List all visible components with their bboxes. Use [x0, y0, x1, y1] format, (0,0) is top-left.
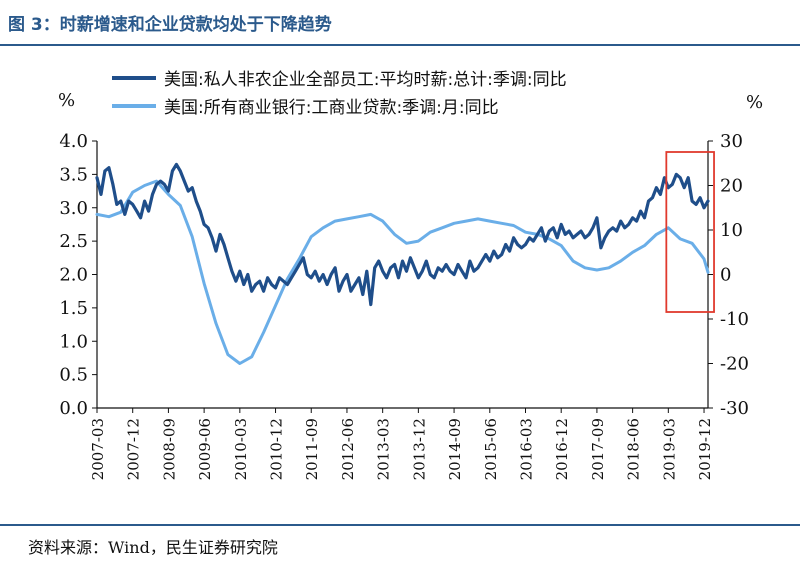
- x-tick-label: 2010-03: [232, 418, 250, 480]
- left-tick-label: 3.0: [59, 198, 88, 219]
- left-tick-label: 0.0: [59, 398, 88, 419]
- left-axis-unit: %: [58, 90, 76, 111]
- left-tick-label: 0.5: [59, 365, 88, 386]
- figure-title: 图 3：时薪增速和企业贷款均处于下降趋势: [8, 15, 332, 35]
- figure-header: 图 3：时薪增速和企业贷款均处于下降趋势: [0, 0, 800, 48]
- x-tick-label: 2010-12: [268, 418, 286, 480]
- right-tick-label: 30: [720, 131, 743, 152]
- right-axis-unit: %: [746, 92, 764, 113]
- x-tick-label: 2019-12: [696, 418, 714, 480]
- x-tick-label: 2016-03: [517, 418, 535, 480]
- left-tick-label: 1.5: [59, 298, 88, 319]
- right-tick-label: -30: [720, 398, 749, 419]
- x-tick-label: 2007-12: [125, 418, 143, 480]
- source-note: 资料来源：Wind，民生证券研究院: [28, 538, 278, 557]
- footer-divider: [0, 524, 800, 526]
- x-tick-label: 2007-03: [89, 418, 107, 480]
- right-tick-label: 0: [720, 265, 731, 286]
- x-tick-label: 2008-09: [160, 418, 178, 480]
- title-divider: [0, 44, 800, 46]
- left-tick-label: 2.5: [59, 231, 88, 252]
- right-tick-label: 10: [720, 220, 743, 241]
- x-tick-label: 2012-06: [339, 418, 357, 480]
- x-tick-label: 2018-06: [625, 418, 643, 480]
- x-tick-label: 2011-09: [303, 418, 321, 480]
- highlight-box: [665, 151, 715, 313]
- legend-label-wage: 美国:私人非农企业全部员工:平均时薪:总计:季调:同比: [164, 70, 567, 90]
- right-tick-label: -10: [720, 309, 749, 330]
- left-tick-label: 3.5: [59, 164, 88, 185]
- x-tick-label: 2013-12: [410, 418, 428, 480]
- x-tick-label: 2019-03: [660, 418, 678, 480]
- left-tick-label: 4.0: [59, 131, 88, 152]
- x-tick-label: 2013-03: [375, 418, 393, 480]
- series-line-wage: [95, 162, 710, 307]
- x-tick-label: 2015-06: [482, 418, 500, 480]
- x-tick-label: 2009-06: [196, 418, 214, 480]
- x-tick-label: 2016-12: [553, 418, 571, 480]
- x-tick-label: 2017-09: [589, 418, 607, 480]
- right-tick-label: -20: [720, 354, 749, 375]
- right-tick-label: 20: [720, 176, 743, 197]
- left-tick-label: 1.0: [59, 331, 88, 352]
- left-tick-label: 2.0: [59, 265, 88, 286]
- legend-swatch-loans: [112, 104, 156, 108]
- legend-swatch-wage: [112, 76, 156, 80]
- x-tick-label: 2014-09: [446, 418, 464, 480]
- series-line-loans: [95, 179, 710, 365]
- legend-label-loans: 美国:所有商业银行:工商业贷款:季调:月:同比: [164, 98, 499, 118]
